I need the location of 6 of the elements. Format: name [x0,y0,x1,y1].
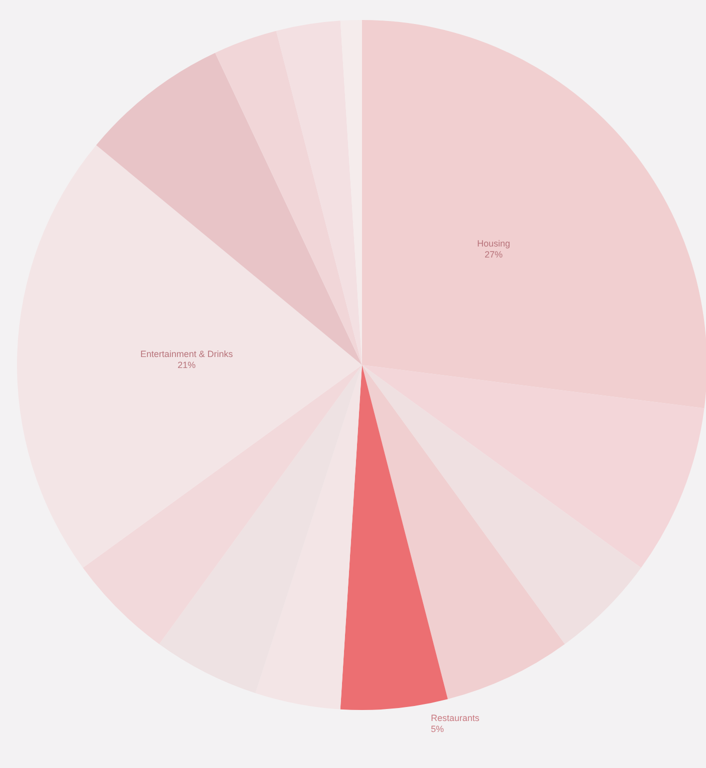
data-label: 27% [484,249,503,260]
slice-label: Entertainment & Drinks [140,348,234,359]
slice-label: Housing [477,238,510,248]
data-label: 21% [178,360,196,370]
data-label: 5% [430,724,444,734]
slice-label: Restaurants [430,712,480,723]
